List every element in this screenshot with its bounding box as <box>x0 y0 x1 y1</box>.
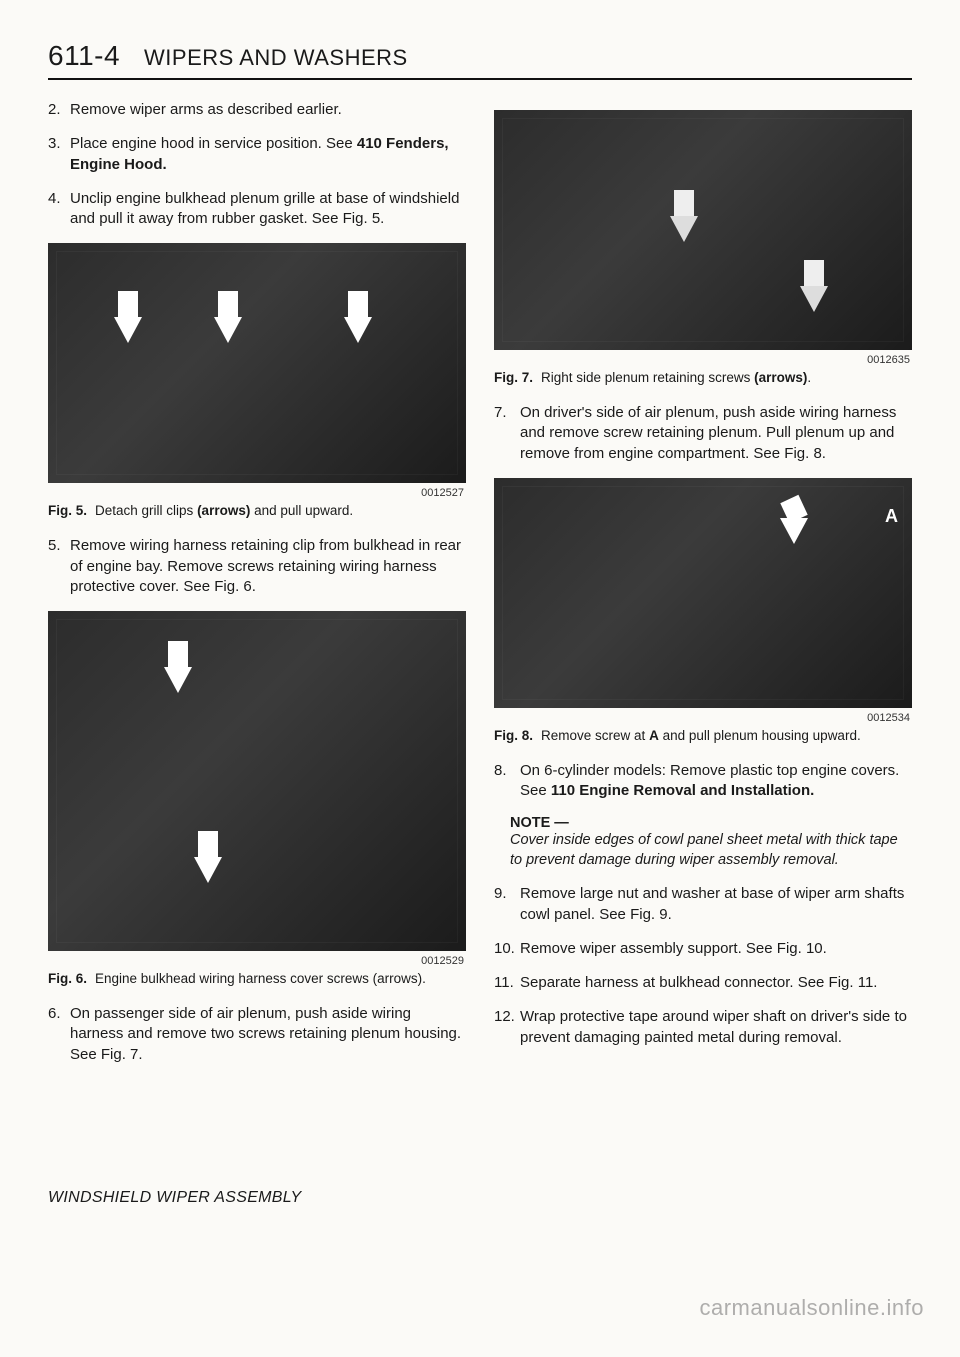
step-number: 6. <box>48 1004 70 1065</box>
step-list: 2.Remove wiper arms as described earlier… <box>48 100 466 229</box>
content-columns: 2.Remove wiper arms as described earlier… <box>48 100 912 1079</box>
step-number: 4. <box>48 189 70 230</box>
figure-7-caption: Fig. 7. Right side plenum retaining screw… <box>494 370 912 385</box>
step-item: 7.On driver's side of air plenum, push a… <box>494 403 912 464</box>
figure-7-image <box>494 110 912 350</box>
page-number: 611-4 <box>48 40 120 72</box>
step-item: 12.Wrap protective tape around wiper sha… <box>494 1007 912 1048</box>
step-text: On 6-cylinder models: Remove plastic top… <box>520 761 912 802</box>
step-item: 9.Remove large nut and washer at base of… <box>494 884 912 925</box>
watermark: carmanualsonline.info <box>699 1295 924 1321</box>
step-item: 11.Separate harness at bulkhead connecto… <box>494 973 912 993</box>
step-item: 8.On 6-cylinder models: Remove plastic t… <box>494 761 912 802</box>
step-list: 8.On 6-cylinder models: Remove plastic t… <box>494 761 912 802</box>
step-text: Unclip engine bulkhead plenum grille at … <box>70 189 466 230</box>
figure-6-image <box>48 611 466 951</box>
step-text: Place engine hood in service position. S… <box>70 134 466 175</box>
image-id: 0012534 <box>494 712 910 724</box>
step-text: On driver's side of air plenum, push asi… <box>520 403 912 464</box>
figure-6-caption: Fig. 6. Engine bulkhead wiring harness co… <box>48 971 466 986</box>
image-id: 0012527 <box>48 487 464 499</box>
step-list: 7.On driver's side of air plenum, push a… <box>494 403 912 464</box>
left-column: 2.Remove wiper arms as described earlier… <box>48 100 466 1079</box>
step-text: Remove wiring harness retaining clip fro… <box>70 536 466 597</box>
step-text: Remove large nut and washer at base of w… <box>520 884 912 925</box>
right-column: 0012635 Fig. 7. Right side plenum retaini… <box>494 100 912 1079</box>
step-list: 6.On passenger side of air plenum, push … <box>48 1004 466 1065</box>
step-list: 9.Remove large nut and washer at base of… <box>494 884 912 1048</box>
step-item: 10.Remove wiper assembly support. See Fi… <box>494 939 912 959</box>
step-text: On passenger side of air plenum, push as… <box>70 1004 466 1065</box>
step-list: 5.Remove wiring harness retaining clip f… <box>48 536 466 597</box>
section-footer: WINDSHIELD WIPER ASSEMBLY <box>48 1189 301 1207</box>
step-number: 2. <box>48 100 70 120</box>
step-item: 6.On passenger side of air plenum, push … <box>48 1004 466 1065</box>
step-number: 12. <box>494 1007 520 1048</box>
manual-page: 611-4 WIPERS AND WASHERS 2.Remove wiper … <box>0 0 960 1357</box>
figure-caption-text: Remove screw at A and pull plenum housin… <box>541 728 861 743</box>
step-text: Separate harness at bulkhead connector. … <box>520 973 912 993</box>
figure-label: Fig. 6. <box>48 971 87 986</box>
figure-label: Fig. 7. <box>494 370 533 385</box>
image-id: 0012529 <box>48 955 464 967</box>
step-text: Remove wiper assembly support. See Fig. … <box>520 939 912 959</box>
figure-caption-text: Engine bulkhead wiring harness cover scr… <box>95 971 426 986</box>
step-text: Wrap protective tape around wiper shaft … <box>520 1007 912 1048</box>
figure-8-caption: Fig. 8. Remove screw at A and pull plenum… <box>494 728 912 743</box>
page-title: WIPERS AND WASHERS <box>144 45 408 71</box>
figure-5-image <box>48 243 466 483</box>
figure-label: Fig. 5. <box>48 503 87 518</box>
step-item: 3.Place engine hood in service position.… <box>48 134 466 175</box>
note-body: Cover inside edges of cowl panel sheet m… <box>510 831 912 870</box>
step-number: 5. <box>48 536 70 597</box>
step-item: 2.Remove wiper arms as described earlier… <box>48 100 466 120</box>
step-number: 3. <box>48 134 70 175</box>
note-block: NOTE — Cover inside edges of cowl panel … <box>510 815 912 870</box>
step-number: 7. <box>494 403 520 464</box>
step-item: 5.Remove wiring harness retaining clip f… <box>48 536 466 597</box>
step-number: 11. <box>494 973 520 993</box>
figure-5-caption: Fig. 5. Detach grill clips (arrows) and p… <box>48 503 466 518</box>
step-number: 8. <box>494 761 520 802</box>
image-id: 0012635 <box>494 354 910 366</box>
figure-label: Fig. 8. <box>494 728 533 743</box>
figure-caption-text: Detach grill clips (arrows) and pull upw… <box>95 503 353 518</box>
step-number: 9. <box>494 884 520 925</box>
figure-caption-text: Right side plenum retaining screws (arro… <box>541 370 811 385</box>
step-item: 4.Unclip engine bulkhead plenum grille a… <box>48 189 466 230</box>
note-label: NOTE — <box>510 815 912 831</box>
figure-8-image: A <box>494 478 912 708</box>
figure-annotation-a: A <box>885 506 898 527</box>
step-number: 10. <box>494 939 520 959</box>
step-text: Remove wiper arms as described earlier. <box>70 100 466 120</box>
page-header: 611-4 WIPERS AND WASHERS <box>48 40 912 80</box>
